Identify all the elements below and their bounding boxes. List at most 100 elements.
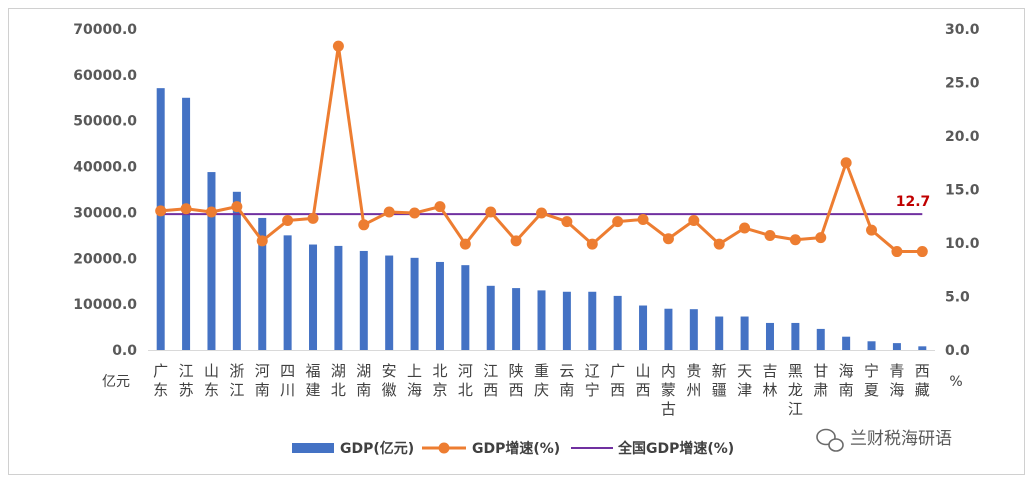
growth-point [485, 206, 497, 218]
gdp-bar [537, 290, 546, 350]
x-category-label: 山东 [204, 362, 219, 399]
y-left-tick-label: 50000.0 [73, 114, 137, 130]
y-right-tick-label: 10.0 [945, 236, 980, 252]
legend-growth-marker [438, 442, 450, 454]
growth-point [739, 222, 751, 234]
national-growth-label: 12.7 [896, 194, 931, 210]
growth-point [916, 246, 928, 258]
gdp-bar [689, 309, 698, 350]
x-category-label: 黑龙江 [788, 362, 803, 418]
legend-gdp-swatch [292, 443, 334, 453]
y-right-tick-label: 5.0 [945, 290, 970, 306]
growth-point [231, 201, 243, 213]
x-category-label: 福建 [306, 362, 321, 399]
x-category-label: 青海 [889, 362, 904, 399]
x-category-label: 四川 [280, 362, 295, 399]
growth-point [612, 216, 624, 228]
growth-point [789, 234, 801, 246]
growth-point [815, 232, 827, 244]
growth-point [256, 235, 268, 247]
y-right-tick-label: 25.0 [945, 76, 980, 92]
growth-point [307, 212, 319, 224]
gdp-bar [562, 291, 571, 350]
gdp-bar [156, 88, 165, 351]
gdp-bar [512, 288, 521, 350]
growth-point [688, 215, 700, 227]
x-category-label: 江苏 [179, 362, 194, 399]
growth-point [510, 235, 522, 247]
x-category-label: 辽宁 [585, 362, 600, 399]
x-category-label: 新疆 [712, 362, 727, 399]
x-category-label: 河北 [458, 362, 473, 399]
growth-point [662, 233, 674, 245]
gdp-bar [918, 346, 927, 350]
y-right-tick-label: 30.0 [945, 22, 980, 38]
gdp-bar [765, 322, 774, 350]
growth-point [383, 206, 395, 218]
x-category-label: 天津 [737, 362, 752, 399]
gdp-bar [207, 172, 216, 350]
y-left-tick-label: 40000.0 [73, 160, 137, 176]
legend-growth-label: GDP增速(%) [472, 440, 560, 457]
growth-point [561, 216, 573, 228]
growth-point [180, 203, 192, 215]
y-left-tick-label: 60000.0 [73, 68, 137, 84]
gdp-bar [385, 255, 394, 350]
growth-point [840, 157, 852, 169]
x-category-label: 浙江 [229, 362, 244, 399]
y-right-tick-label: 15.0 [945, 183, 980, 199]
x-category-label: 西藏 [915, 362, 930, 399]
y-right-unit: % [949, 374, 962, 390]
growth-point [155, 205, 167, 217]
growth-point [358, 219, 370, 231]
gdp-bar [461, 265, 470, 350]
gdp-bar [740, 316, 749, 350]
x-category-label: 贵州 [686, 362, 701, 399]
x-category-label: 陕西 [509, 362, 524, 399]
gdp-bar [639, 305, 648, 350]
growth-point [282, 215, 294, 227]
gdp-bar [892, 343, 901, 350]
gdp-bar [791, 322, 800, 350]
y-right-tick-label: 20.0 [945, 129, 980, 145]
x-category-label: 吉林 [762, 362, 777, 399]
gdp-bar [664, 308, 673, 350]
gdp-bar [258, 217, 267, 350]
gdp-bar [232, 191, 241, 350]
gdp-bar [283, 235, 292, 350]
x-category-label: 海南 [839, 362, 854, 399]
gdp-bar [613, 295, 622, 350]
growth-point [891, 246, 903, 258]
growth-point [637, 213, 649, 225]
gdp-bar [435, 261, 444, 350]
gdp-bar [816, 328, 825, 350]
gdp-bar [359, 250, 368, 350]
growth-point [536, 207, 547, 219]
gdp-bar [842, 336, 851, 350]
legend-gdp-label: GDP(亿元) [340, 440, 414, 457]
y-left-tick-label: 30000.0 [73, 205, 137, 221]
growth-point [713, 238, 725, 250]
x-category-label: 广西 [610, 362, 625, 399]
growth-point [409, 207, 421, 219]
gdp-bar [309, 244, 318, 350]
y-left-tick-label: 10000.0 [73, 297, 137, 313]
x-category-label: 江西 [483, 362, 498, 399]
growth-point [332, 40, 344, 52]
x-category-label: 内蒙古 [661, 362, 676, 418]
y-left-tick-label: 0.0 [112, 343, 137, 359]
x-category-label: 安徽 [382, 362, 397, 399]
x-category-label: 广东 [153, 362, 168, 399]
gdp-bar [715, 316, 724, 350]
growth-point [459, 238, 471, 250]
y-left-tick-label: 70000.0 [73, 22, 137, 38]
gdp-bar [334, 245, 343, 350]
gdp-bar [182, 97, 191, 351]
y-left-unit: 亿元 [102, 374, 130, 390]
growth-point [205, 206, 217, 218]
x-category-label: 河南 [255, 362, 270, 399]
gdp-bar [410, 257, 419, 350]
gdp-bar [867, 341, 876, 350]
